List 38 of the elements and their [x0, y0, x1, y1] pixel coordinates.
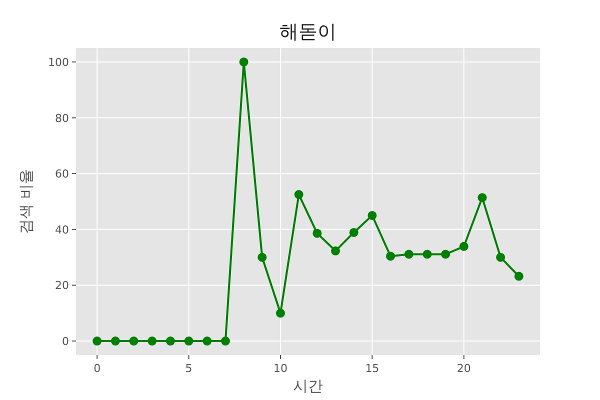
point	[459, 242, 468, 251]
point	[331, 246, 340, 256]
point	[258, 252, 267, 262]
point	[478, 193, 487, 202]
y-tick-label: 0	[62, 335, 69, 348]
point	[422, 250, 432, 259]
point	[441, 250, 450, 259]
y-tick-label: 100	[48, 56, 69, 69]
point	[368, 210, 377, 220]
point	[129, 336, 138, 346]
point	[166, 336, 175, 346]
point	[110, 336, 120, 346]
x-tick-label: 5	[185, 362, 192, 375]
x-tick-label: 10	[273, 362, 288, 375]
point	[294, 190, 304, 200]
point	[184, 336, 194, 346]
y-tick-label: 60	[55, 168, 69, 181]
x-tick-label: 20	[456, 362, 471, 375]
y-tick-label: 40	[55, 223, 69, 236]
chart-title: 해돋이	[280, 21, 336, 43]
x-tick-label: 15	[365, 362, 380, 375]
point	[202, 336, 212, 346]
point	[92, 336, 102, 346]
point	[496, 252, 506, 262]
point	[386, 252, 396, 261]
point	[220, 336, 230, 346]
y-tick-label: 80	[55, 112, 69, 125]
point	[514, 272, 524, 281]
y-axis-title: 검색 비율	[17, 169, 35, 234]
x-axis-title: 시간	[293, 377, 323, 395]
point	[404, 250, 414, 259]
point	[349, 228, 358, 237]
point	[276, 308, 285, 318]
point	[148, 336, 157, 346]
x-tick-label: 0	[94, 362, 101, 375]
point	[239, 57, 248, 66]
y-tick-label: 20	[55, 279, 69, 292]
point	[312, 228, 322, 238]
